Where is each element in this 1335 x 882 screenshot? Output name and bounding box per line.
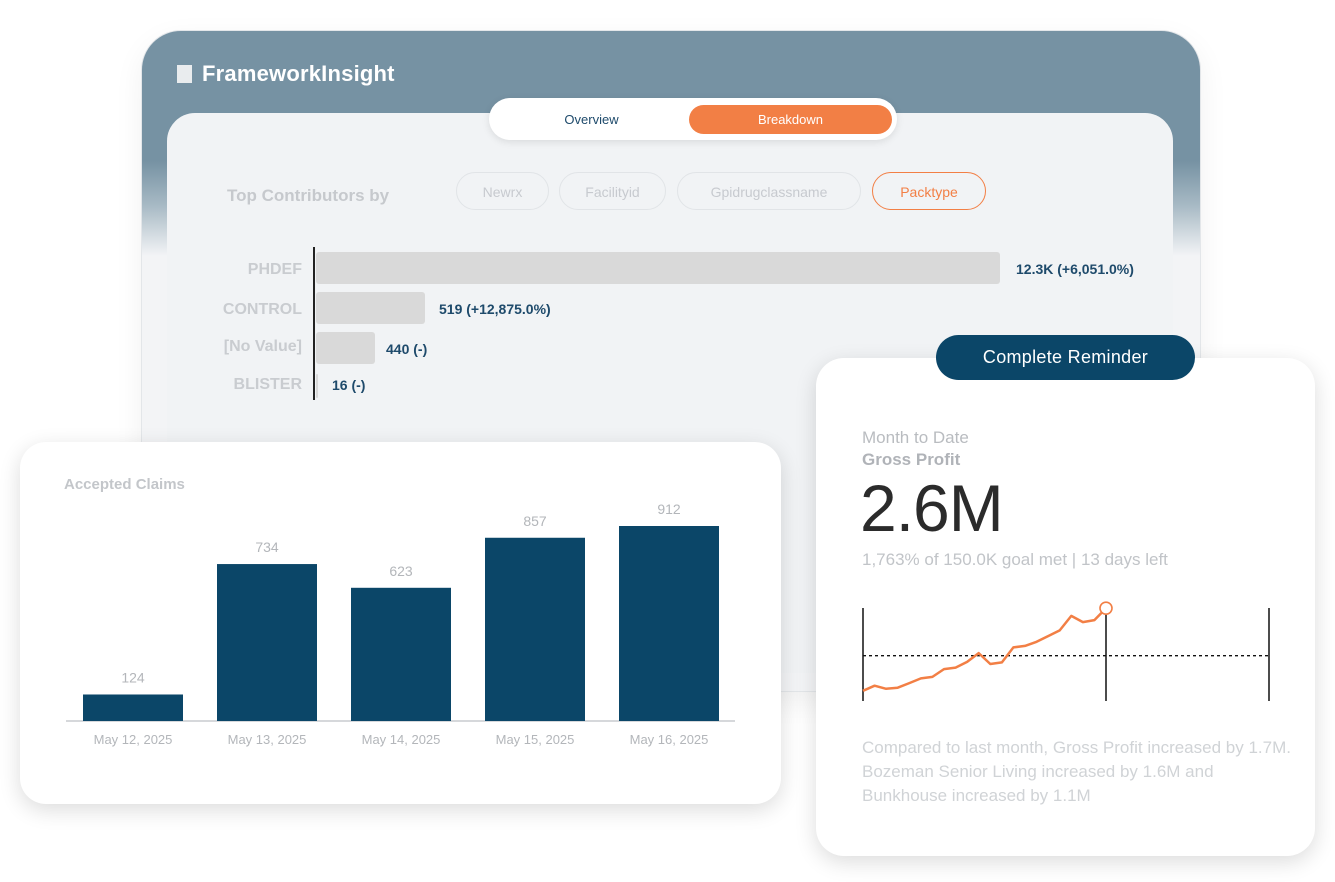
contributor-label: CONTROL xyxy=(222,301,302,318)
contributor-value: 440 (-) xyxy=(386,341,428,357)
chip-packtype[interactable]: Packtype xyxy=(872,172,986,210)
contributors-axis xyxy=(313,247,315,400)
tab-breakdown[interactable]: Breakdown xyxy=(689,105,892,134)
contributor-value: 519 (+12,875.0%) xyxy=(439,301,551,317)
complete-reminder-button[interactable]: Complete Reminder xyxy=(936,335,1195,380)
metric-name: Gross Profit xyxy=(862,450,961,469)
current-point-marker xyxy=(1099,601,1113,615)
bar-value-label: 857 xyxy=(523,513,547,529)
contributor-bar[interactable] xyxy=(316,252,1000,284)
accepted-claims-chart: 124 May 12, 2025 734 May 13, 2025 623 May 14,… xyxy=(66,501,735,747)
contributor-label: PHDEF xyxy=(247,261,302,278)
bar-value-label: 623 xyxy=(389,563,413,579)
bar-value-label: 124 xyxy=(121,669,145,685)
tab-overview[interactable]: Overview xyxy=(564,112,619,127)
app-title: FrameworkInsight xyxy=(202,61,395,86)
period-label: Month to Date xyxy=(862,428,969,447)
chip-newrx[interactable]: Newrx xyxy=(456,172,549,210)
bar xyxy=(351,587,451,721)
contributor-bar[interactable] xyxy=(316,374,318,398)
contributor-value: 16 (-) xyxy=(332,377,366,393)
contributor-bar[interactable] xyxy=(316,332,375,364)
accepted-claims-card: Accepted Claims 124 May 12, 2025 734 May 13… xyxy=(20,442,781,804)
x-tick-label: May 15, 2025 xyxy=(496,732,575,747)
bar-value-label: 912 xyxy=(657,501,681,517)
contributor-bar[interactable] xyxy=(316,292,425,324)
chip-facilityid[interactable]: Facilityid xyxy=(559,172,666,210)
x-tick-label: May 16, 2025 xyxy=(630,732,709,747)
bar-value-label: 734 xyxy=(255,539,279,555)
bar xyxy=(83,694,183,721)
gross-profit-sparkline xyxy=(862,601,1270,701)
view-tabs: Overview Breakdown xyxy=(489,98,897,140)
bar xyxy=(485,537,585,721)
profit-summary: Compared to last month, Gross Profit inc… xyxy=(862,738,1291,805)
contributor-label: BLISTER xyxy=(233,376,302,393)
logo-icon xyxy=(177,65,192,83)
chip-gpidrugclassname[interactable]: Gpidrugclassname xyxy=(677,172,861,210)
gross-profit-card: Month to Date Gross Profit 2.6M 1,763% o… xyxy=(816,358,1315,856)
contributor-label: [No Value] xyxy=(223,338,302,355)
bar xyxy=(619,526,719,721)
gross-profit-line xyxy=(862,607,1107,692)
app-logo: FrameworkInsight xyxy=(177,61,395,87)
x-tick-label: May 13, 2025 xyxy=(228,732,307,747)
goal-progress-text: 1,763% of 150.0K goal met | 13 days left xyxy=(862,550,1168,569)
accepted-claims-title: Accepted Claims xyxy=(64,476,185,493)
x-tick-label: May 12, 2025 xyxy=(94,732,173,747)
bar xyxy=(217,564,317,721)
x-tick-label: May 14, 2025 xyxy=(362,732,441,747)
metric-value: 2.6M xyxy=(860,471,1004,545)
contributor-value: 12.3K (+6,051.0%) xyxy=(1016,261,1134,277)
top-contributors-label: Top Contributors by xyxy=(227,186,390,205)
